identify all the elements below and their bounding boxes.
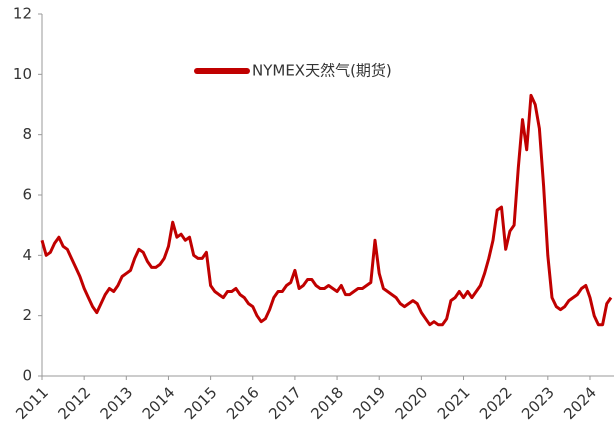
- y-tick-label: 6: [22, 186, 32, 204]
- y-tick-label: 2: [22, 306, 32, 324]
- x-tick-label: 2017: [265, 383, 305, 423]
- x-tick-label: 2012: [54, 383, 94, 423]
- x-tick-label: 2020: [392, 383, 432, 423]
- x-tick-label: 2018: [307, 383, 347, 423]
- x-tick-label: 2021: [434, 383, 474, 423]
- x-tick-label: 2022: [476, 383, 516, 423]
- x-tick-label: 2011: [12, 383, 52, 423]
- y-tick-label: 10: [13, 65, 32, 83]
- x-tick-label: 2019: [349, 383, 389, 423]
- y-tick-label: 12: [13, 5, 32, 23]
- y-tick-label: 0: [22, 367, 32, 385]
- x-tick-label: 2023: [518, 383, 558, 423]
- y-tick-label: 4: [22, 246, 32, 264]
- y-tick-label: 8: [22, 125, 32, 143]
- x-tick-label: 2016: [223, 383, 263, 423]
- x-tick-label: 2013: [97, 383, 137, 423]
- series-line: [40, 93, 613, 327]
- legend-label: NYMEX天然气(期货): [252, 62, 392, 80]
- x-tick-label: 2024: [560, 383, 600, 423]
- x-tick-label: 2015: [181, 383, 221, 423]
- x-tick-label: 2014: [139, 383, 179, 423]
